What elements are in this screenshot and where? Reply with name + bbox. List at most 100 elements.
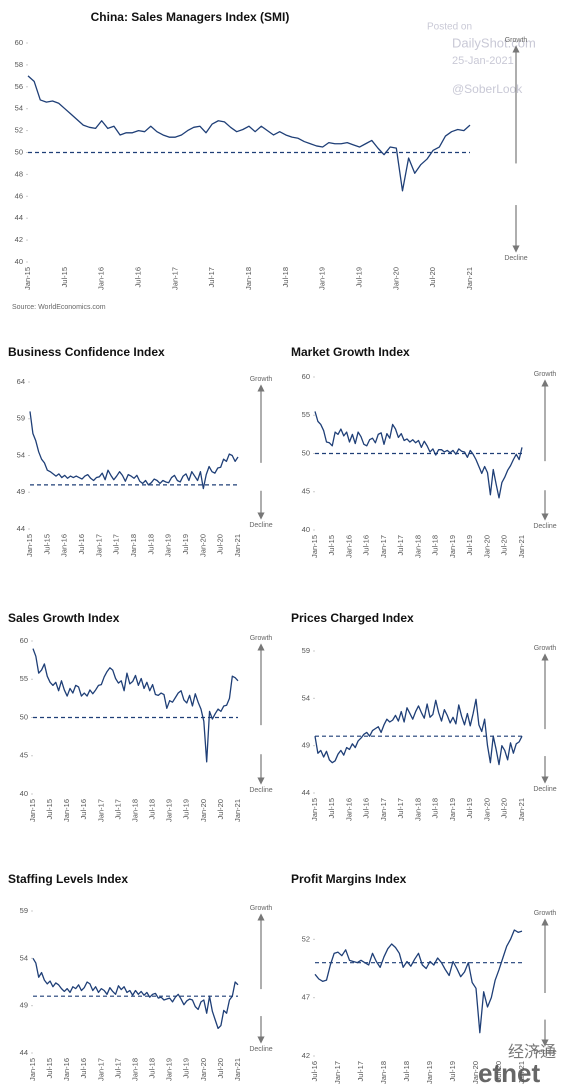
x-tick-label: Jan-19 bbox=[165, 799, 174, 822]
y-tick-label: 42 bbox=[15, 235, 23, 244]
x-tick-label: Jul-16 bbox=[77, 534, 86, 554]
x-tick-label: Jul-16 bbox=[362, 798, 371, 818]
x-tick-label: Jan-20 bbox=[482, 798, 491, 821]
y-tick-label: 44 bbox=[302, 788, 310, 797]
x-tick-label: Jul-18 bbox=[402, 1061, 411, 1081]
y-tick-label: 52 bbox=[15, 126, 23, 135]
decline-label: Decline bbox=[249, 1046, 272, 1053]
x-tick-label: Jul-15 bbox=[45, 799, 54, 819]
x-tick-label: Jul-17 bbox=[113, 1058, 122, 1078]
series-line bbox=[27, 75, 471, 192]
x-tick-label: Jul-20 bbox=[216, 1058, 225, 1078]
x-tick-label: Jan-21 bbox=[233, 799, 242, 822]
x-tick-label: Jan-18 bbox=[130, 799, 139, 822]
y-tick-label: 60 bbox=[15, 38, 23, 47]
x-tick-label: Jul-19 bbox=[182, 1058, 191, 1078]
watermark-date: 25-Jan-2021 bbox=[452, 55, 514, 67]
x-tick-label: Jan-16 bbox=[62, 1058, 71, 1081]
x-tick-label: Jan-18 bbox=[244, 267, 253, 290]
y-tick-label: 54 bbox=[20, 953, 28, 962]
series-line bbox=[32, 957, 239, 1030]
x-tick-label: Jan-16 bbox=[97, 267, 106, 290]
y-tick-label: 45 bbox=[302, 487, 310, 496]
logo-chinese: 经济通 bbox=[508, 1043, 556, 1061]
x-tick-label: Jan-20 bbox=[198, 534, 207, 557]
y-tick-label: 48 bbox=[15, 169, 23, 178]
x-tick-label: Jan-15 bbox=[310, 535, 319, 558]
x-tick-label: Jan-20 bbox=[391, 267, 400, 290]
chart-title: Market Growth Index bbox=[291, 345, 410, 359]
y-tick-label: 50 bbox=[15, 147, 23, 156]
x-tick-label: Jan-16 bbox=[62, 799, 71, 822]
x-tick-label: Jan-19 bbox=[164, 534, 173, 557]
x-tick-label: Jan-19 bbox=[425, 1061, 434, 1084]
x-tick-label: Jan-20 bbox=[482, 535, 491, 558]
x-tick-label: Jan-21 bbox=[517, 1061, 526, 1084]
x-tick-label: Jul-15 bbox=[45, 1058, 54, 1078]
x-tick-label: Jan-19 bbox=[165, 1058, 174, 1081]
source-note: Source: WorldEconomics.com bbox=[12, 304, 106, 311]
y-tick-label: 44 bbox=[20, 1048, 28, 1057]
y-tick-label: 59 bbox=[302, 646, 310, 655]
x-tick-label: Jan-21 bbox=[233, 1058, 242, 1081]
y-tick-label: 47 bbox=[302, 993, 310, 1002]
chart-title: China: Sales Managers Index (SMI) bbox=[91, 10, 290, 24]
x-tick-label: Jan-21 bbox=[233, 534, 242, 557]
x-tick-label: Jan-20 bbox=[199, 799, 208, 822]
y-tick-label: 55 bbox=[302, 410, 310, 419]
x-tick-label: Jul-20 bbox=[216, 799, 225, 819]
x-tick-label: Jan-20 bbox=[199, 1058, 208, 1081]
y-tick-label: 42 bbox=[302, 1051, 310, 1060]
x-tick-label: Jan-18 bbox=[129, 534, 138, 557]
x-tick-label: Jan-15 bbox=[28, 799, 37, 822]
x-tick-label: Jan-15 bbox=[310, 798, 319, 821]
x-tick-label: Jul-19 bbox=[182, 799, 191, 819]
x-tick-label: Jan-16 bbox=[344, 798, 353, 821]
x-tick-label: Jul-20 bbox=[428, 267, 437, 287]
x-tick-label: Jan-20 bbox=[471, 1061, 480, 1084]
x-tick-label: Jan-18 bbox=[413, 798, 422, 821]
series-line bbox=[32, 648, 239, 763]
y-tick-label: 49 bbox=[302, 741, 310, 750]
x-tick-label: Jul-19 bbox=[465, 535, 474, 555]
chart-title: Staffing Levels Index bbox=[8, 872, 128, 886]
x-tick-label: Jul-15 bbox=[327, 798, 336, 818]
x-tick-label: Jan-17 bbox=[96, 799, 105, 822]
x-tick-label: Jan-21 bbox=[517, 798, 526, 821]
x-tick-label: Jan-19 bbox=[318, 267, 327, 290]
y-tick-label: 60 bbox=[302, 372, 310, 381]
x-tick-label: Jul-20 bbox=[494, 1061, 503, 1081]
x-tick-label: Jul-16 bbox=[362, 535, 371, 555]
chart-title: Business Confidence Index bbox=[8, 345, 165, 359]
x-tick-label: Jul-17 bbox=[112, 534, 121, 554]
x-tick-label: Jan-17 bbox=[379, 535, 388, 558]
x-tick-label: Jul-15 bbox=[60, 267, 69, 287]
x-tick-label: Jul-16 bbox=[79, 799, 88, 819]
x-tick-label: Jul-17 bbox=[396, 798, 405, 818]
y-tick-label: 40 bbox=[302, 525, 310, 534]
x-tick-label: Jul-18 bbox=[148, 1058, 157, 1078]
x-tick-label: Jul-15 bbox=[327, 535, 336, 555]
y-tick-label: 44 bbox=[15, 213, 23, 222]
chart-title: Prices Charged Index bbox=[291, 611, 414, 625]
decline-label: Decline bbox=[249, 787, 272, 794]
x-tick-label: Jan-18 bbox=[379, 1061, 388, 1084]
series-line bbox=[314, 929, 523, 1034]
y-tick-label: 50 bbox=[20, 712, 28, 721]
y-tick-label: 54 bbox=[17, 450, 25, 459]
decline-label: Decline bbox=[533, 1049, 556, 1056]
series-line bbox=[314, 698, 523, 766]
y-tick-label: 55 bbox=[20, 674, 28, 683]
watermark-posted: Posted on bbox=[427, 22, 472, 33]
decline-label: Decline bbox=[504, 255, 527, 262]
x-tick-label: Jul-19 bbox=[181, 534, 190, 554]
x-tick-label: Jul-20 bbox=[216, 534, 225, 554]
y-tick-label: 52 bbox=[302, 934, 310, 943]
y-tick-label: 44 bbox=[17, 524, 25, 533]
growth-label: Growth bbox=[534, 371, 557, 378]
y-tick-label: 46 bbox=[15, 191, 23, 200]
growth-label: Growth bbox=[250, 635, 273, 642]
x-tick-label: Jan-17 bbox=[96, 1058, 105, 1081]
x-tick-label: Jan-19 bbox=[448, 535, 457, 558]
